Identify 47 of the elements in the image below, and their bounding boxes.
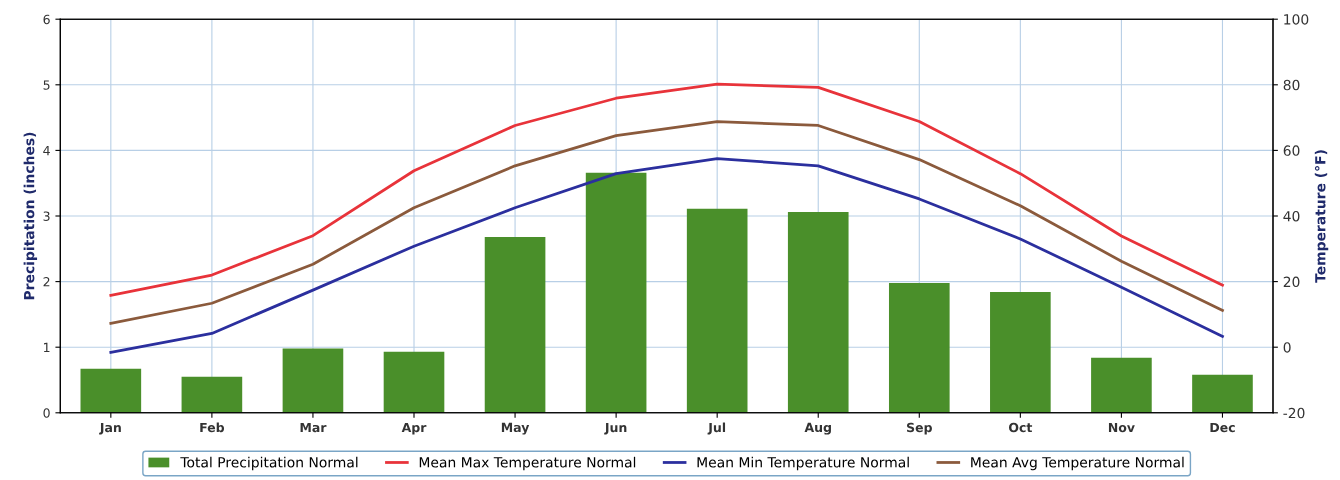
- x-tick-label: Oct: [1008, 422, 1033, 433]
- x-tick-label: Jul: [707, 422, 726, 435]
- y2-tick-label: 80: [1283, 79, 1300, 91]
- y-tick-label: 4: [43, 146, 50, 156]
- x-tick-label: May: [501, 422, 530, 435]
- x-tick-label: Nov: [1108, 422, 1135, 433]
- x-tick-label: Jan: [99, 422, 121, 435]
- legend-label: Mean Avg Temperature Normal: [971, 456, 1184, 471]
- bar: [282, 348, 344, 413]
- line-series: [109, 120, 1224, 325]
- x-tick-label: Sep: [906, 422, 932, 435]
- bar: [181, 376, 243, 413]
- y2-axis-title: Temperature (°F): [1314, 150, 1329, 283]
- y-tick-label: 5: [43, 80, 50, 90]
- y2-tick-label: -20: [1283, 407, 1305, 419]
- bar: [787, 212, 849, 413]
- x-tick-label: Mar: [300, 422, 327, 433]
- legend-label: Mean Min Temperature Normal: [697, 456, 909, 471]
- y-axis-title: Precipitation (inches): [23, 132, 38, 300]
- y2-tick-label: 100: [1284, 14, 1309, 25]
- legend-label: Total Precipitation Normal: [180, 456, 358, 471]
- y2-tick-label: 40: [1283, 210, 1300, 222]
- bar: [585, 172, 647, 413]
- y-tick-label: 6: [43, 14, 50, 25]
- line-series: [109, 82, 1224, 297]
- x-tick-label: Aug: [804, 422, 831, 435]
- x-tick-label: Dec: [1210, 422, 1235, 433]
- x-tick-label: Apr: [401, 422, 427, 435]
- y-tick-label: 2: [43, 277, 50, 287]
- bar: [888, 282, 950, 413]
- bar: [990, 292, 1051, 413]
- line-series: [109, 157, 1224, 354]
- y-tick-label: 0: [43, 408, 50, 418]
- y-tick-label: 3: [43, 211, 50, 221]
- y2-tick-label: 0: [1283, 342, 1291, 353]
- legend-label: Mean Max Temperature Normal: [419, 456, 636, 471]
- bar: [80, 368, 142, 413]
- bar: [686, 208, 748, 413]
- bar: [484, 236, 546, 413]
- bar: [1091, 357, 1152, 413]
- y2-tick-label: 20: [1283, 276, 1300, 288]
- x-tick-label: Jun: [604, 422, 627, 435]
- y-tick-label: 1: [44, 342, 50, 352]
- bar: [1192, 374, 1253, 413]
- bar: [383, 351, 445, 413]
- x-tick-label: Feb: [200, 422, 225, 433]
- y2-tick-label: 60: [1283, 145, 1300, 156]
